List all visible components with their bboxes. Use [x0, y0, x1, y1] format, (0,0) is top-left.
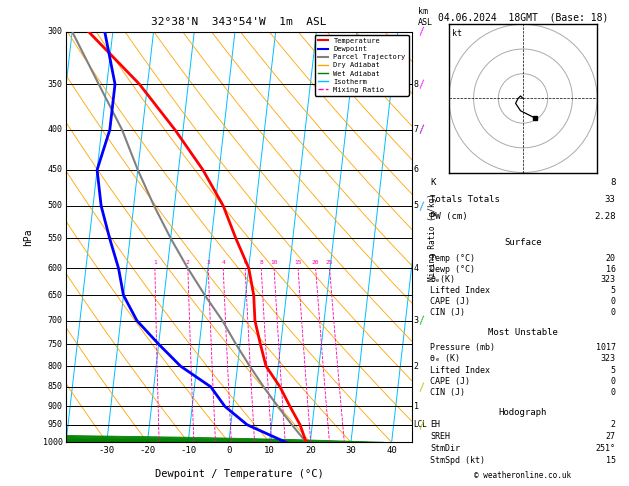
Text: 0: 0 — [611, 308, 616, 317]
Text: 10: 10 — [270, 260, 278, 265]
Text: 0: 0 — [611, 388, 616, 398]
Text: Dewp (°C): Dewp (°C) — [430, 265, 476, 274]
Text: 3: 3 — [206, 260, 210, 265]
Text: Dewpoint / Temperature (°C): Dewpoint / Temperature (°C) — [155, 469, 323, 479]
Text: 27: 27 — [606, 432, 616, 441]
Text: 40: 40 — [386, 446, 397, 455]
Text: 1: 1 — [153, 260, 157, 265]
Text: 6: 6 — [243, 260, 247, 265]
Text: \: \ — [415, 79, 426, 90]
Text: Temp (°C): Temp (°C) — [430, 254, 476, 263]
Text: 5: 5 — [414, 201, 419, 210]
Text: StmDir: StmDir — [430, 444, 460, 453]
Text: \: \ — [415, 124, 426, 135]
Text: Lifted Index: Lifted Index — [430, 365, 491, 375]
Text: SREH: SREH — [430, 432, 450, 441]
Text: 323: 323 — [601, 354, 616, 363]
Text: Most Unstable: Most Unstable — [488, 329, 558, 337]
Text: CIN (J): CIN (J) — [430, 308, 465, 317]
Text: StmSpd (kt): StmSpd (kt) — [430, 455, 486, 465]
Text: -30: -30 — [99, 446, 115, 455]
Text: 8: 8 — [259, 260, 263, 265]
Text: kt: kt — [452, 29, 462, 38]
Text: LCL: LCL — [414, 420, 428, 429]
Text: 1017: 1017 — [596, 343, 616, 352]
Text: 500: 500 — [48, 201, 63, 210]
Legend: Temperature, Dewpoint, Parcel Trajectory, Dry Adiabat, Wet Adiabat, Isotherm, Mi: Temperature, Dewpoint, Parcel Trajectory… — [314, 35, 408, 96]
Text: 450: 450 — [48, 165, 63, 174]
Text: 20: 20 — [305, 446, 316, 455]
Text: -20: -20 — [140, 446, 155, 455]
Text: 700: 700 — [48, 316, 63, 325]
Text: \: \ — [415, 200, 426, 211]
Text: 32°38'N  343°54'W  1m  ASL: 32°38'N 343°54'W 1m ASL — [151, 17, 327, 27]
Text: -10: -10 — [180, 446, 196, 455]
Text: Totals Totals: Totals Totals — [430, 195, 500, 204]
Text: 4: 4 — [414, 263, 419, 273]
Text: \: \ — [415, 315, 426, 326]
Text: 251°: 251° — [596, 444, 616, 453]
Text: Lifted Index: Lifted Index — [430, 286, 491, 295]
Text: 900: 900 — [48, 402, 63, 411]
Text: 33: 33 — [605, 195, 616, 204]
Text: 15: 15 — [606, 455, 616, 465]
Text: K: K — [430, 178, 436, 187]
Text: 550: 550 — [48, 234, 63, 243]
Text: 30: 30 — [345, 446, 356, 455]
Text: CIN (J): CIN (J) — [430, 388, 465, 398]
Text: 1000: 1000 — [43, 438, 63, 447]
Text: 8: 8 — [414, 80, 419, 88]
Text: 800: 800 — [48, 362, 63, 371]
Text: CAPE (J): CAPE (J) — [430, 297, 470, 306]
Text: PW (cm): PW (cm) — [430, 212, 468, 221]
Text: 4: 4 — [221, 260, 225, 265]
Text: 400: 400 — [48, 125, 63, 134]
Text: 2: 2 — [186, 260, 190, 265]
Text: 0: 0 — [611, 377, 616, 386]
Text: 7: 7 — [414, 125, 419, 134]
Text: 10: 10 — [264, 446, 275, 455]
Text: 8: 8 — [610, 178, 616, 187]
Text: Hodograph: Hodograph — [499, 408, 547, 417]
Text: 350: 350 — [48, 80, 63, 88]
Text: km
ASL: km ASL — [418, 7, 433, 27]
Text: 650: 650 — [48, 291, 63, 300]
Text: Pressure (mb): Pressure (mb) — [430, 343, 496, 352]
Text: 20: 20 — [312, 260, 320, 265]
Text: 16: 16 — [606, 265, 616, 274]
Text: 750: 750 — [48, 340, 63, 348]
Text: 5: 5 — [611, 365, 616, 375]
Text: 1: 1 — [414, 402, 419, 411]
Text: \: \ — [415, 419, 426, 431]
Text: CAPE (J): CAPE (J) — [430, 377, 470, 386]
Text: Mixing Ratio (g/kg): Mixing Ratio (g/kg) — [428, 193, 437, 281]
Text: hPa: hPa — [23, 228, 33, 246]
Text: 2: 2 — [611, 420, 616, 429]
Text: 5: 5 — [611, 286, 616, 295]
Text: Surface: Surface — [504, 238, 542, 247]
Text: \: \ — [415, 26, 426, 37]
Text: EH: EH — [430, 420, 440, 429]
Text: 300: 300 — [48, 27, 63, 36]
Text: θₑ (K): θₑ (K) — [430, 354, 460, 363]
Text: 600: 600 — [48, 263, 63, 273]
Text: 6: 6 — [414, 165, 419, 174]
Text: 323: 323 — [601, 276, 616, 284]
Text: 20: 20 — [606, 254, 616, 263]
Text: 04.06.2024  18GMT  (Base: 18): 04.06.2024 18GMT (Base: 18) — [438, 12, 608, 22]
Text: 3: 3 — [414, 316, 419, 325]
Text: 0: 0 — [226, 446, 231, 455]
Text: 2: 2 — [414, 362, 419, 371]
Text: 15: 15 — [294, 260, 302, 265]
Text: \: \ — [415, 381, 426, 392]
Text: 0: 0 — [611, 297, 616, 306]
Text: © weatheronline.co.uk: © weatheronline.co.uk — [474, 471, 572, 480]
Text: 2.28: 2.28 — [594, 212, 616, 221]
Text: 950: 950 — [48, 420, 63, 429]
Text: 25: 25 — [326, 260, 333, 265]
Text: θₑ(K): θₑ(K) — [430, 276, 455, 284]
Text: 850: 850 — [48, 382, 63, 391]
